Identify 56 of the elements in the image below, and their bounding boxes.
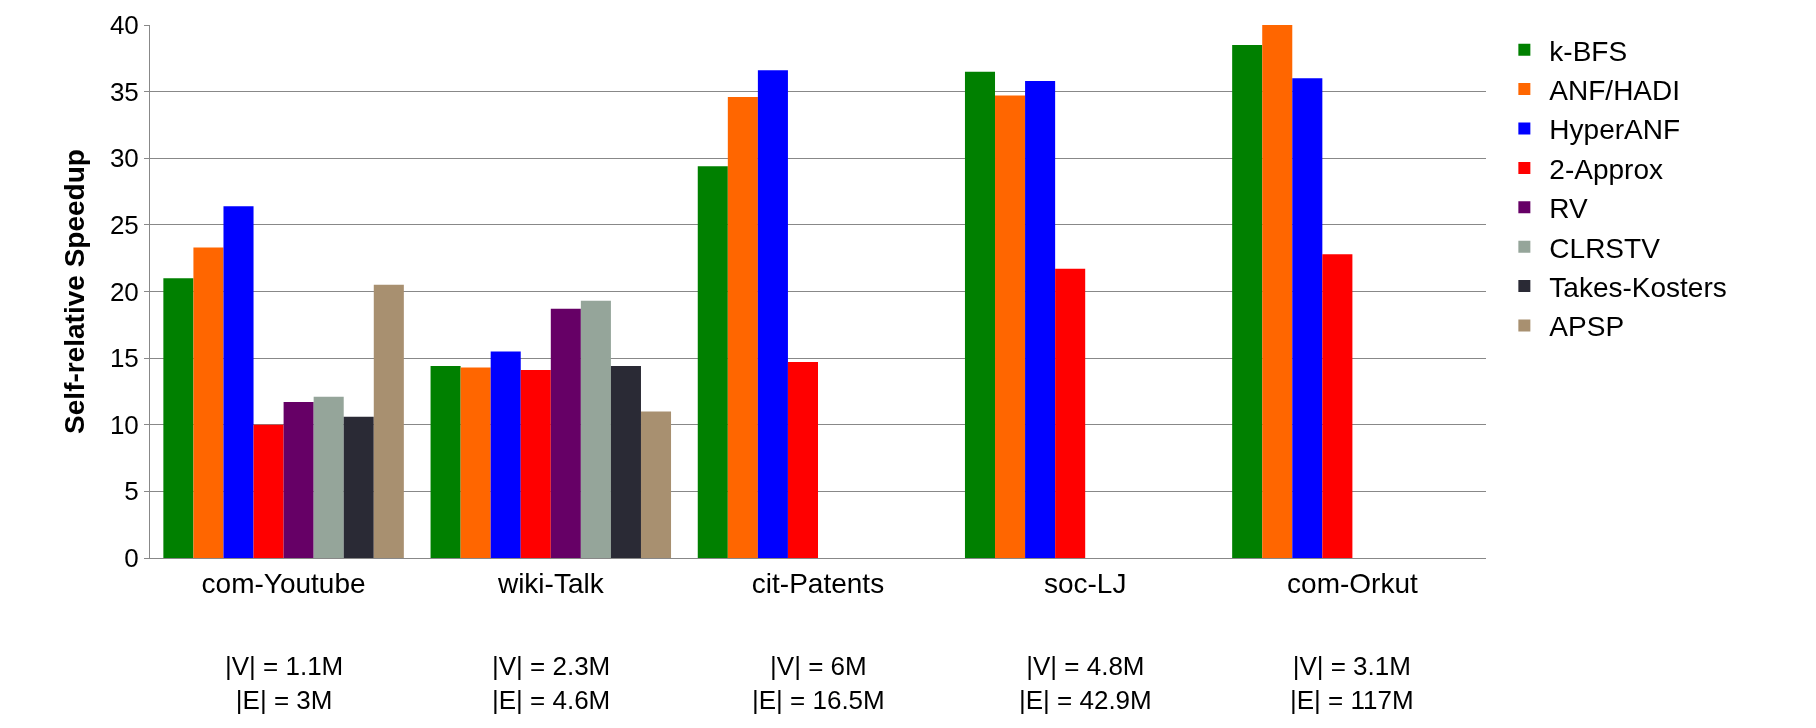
y-tick-label: 15 (109, 343, 139, 374)
bar (253, 424, 284, 558)
text: |V| = 3.1M |E| = 117M (1290, 651, 1414, 715)
y-tick-label: 10 (109, 409, 139, 440)
legend-label: 2-Approx (1549, 153, 1663, 185)
bar (995, 95, 1026, 558)
y-tick-label: 35 (109, 76, 139, 107)
text: |V| = 2.3M |E| = 4.6M (492, 651, 611, 715)
x-tick-label: soc-LJ (1043, 567, 1127, 599)
bar (373, 284, 404, 558)
legend-label: RV (1549, 193, 1589, 225)
legend-label: Takes-Kosters (1549, 272, 1727, 304)
x-tick-label: cit-Patents (751, 567, 885, 599)
bar (757, 70, 788, 558)
bar (313, 396, 344, 558)
bar (520, 370, 551, 558)
bar (1262, 25, 1293, 558)
bar (283, 402, 314, 558)
bar (550, 308, 581, 558)
bar (727, 96, 758, 558)
bar (610, 366, 641, 558)
bar (343, 416, 374, 558)
y-tick-label: 30 (109, 143, 139, 174)
bar (787, 362, 818, 558)
bar (1025, 80, 1056, 558)
bar (490, 351, 521, 558)
y-tick-label: 0 (124, 543, 139, 574)
legend-label: CLRSTV (1549, 232, 1661, 264)
y-tick-label: 25 (109, 209, 139, 240)
bar (1055, 268, 1086, 558)
bar (460, 367, 491, 558)
bar (697, 166, 728, 558)
text: |V| = 4.8M |E| = 42.9M (1019, 651, 1152, 715)
bar (193, 247, 224, 558)
x-tick-label: wiki-Talk (496, 567, 605, 599)
bar (964, 71, 996, 558)
text: |V| = 1.1M |E| = 3M (225, 651, 344, 715)
bar (580, 300, 611, 558)
legend-label: ANF/HADI (1549, 75, 1681, 107)
bar (223, 206, 254, 558)
x-tick-label: com-Orkut (1287, 567, 1418, 599)
bar (163, 278, 194, 558)
y-tick-label: 5 (124, 476, 139, 507)
legend-label: HyperANF (1549, 114, 1681, 146)
bar (640, 411, 672, 558)
y-tick-label: 20 (109, 276, 139, 307)
legend-label: k-BFS (1549, 35, 1628, 67)
x-tick-label: com-Youtube (201, 567, 366, 599)
y-axis-title: Self-relative Speedup (59, 149, 90, 434)
y-tick-label: 40 (109, 10, 139, 41)
bar (1232, 44, 1263, 558)
bar (1292, 78, 1323, 558)
bar (430, 366, 461, 558)
text: |V| = 6M |E| = 16.5M (752, 651, 885, 715)
legend-label: APSP (1549, 311, 1625, 343)
bar (1322, 254, 1353, 558)
